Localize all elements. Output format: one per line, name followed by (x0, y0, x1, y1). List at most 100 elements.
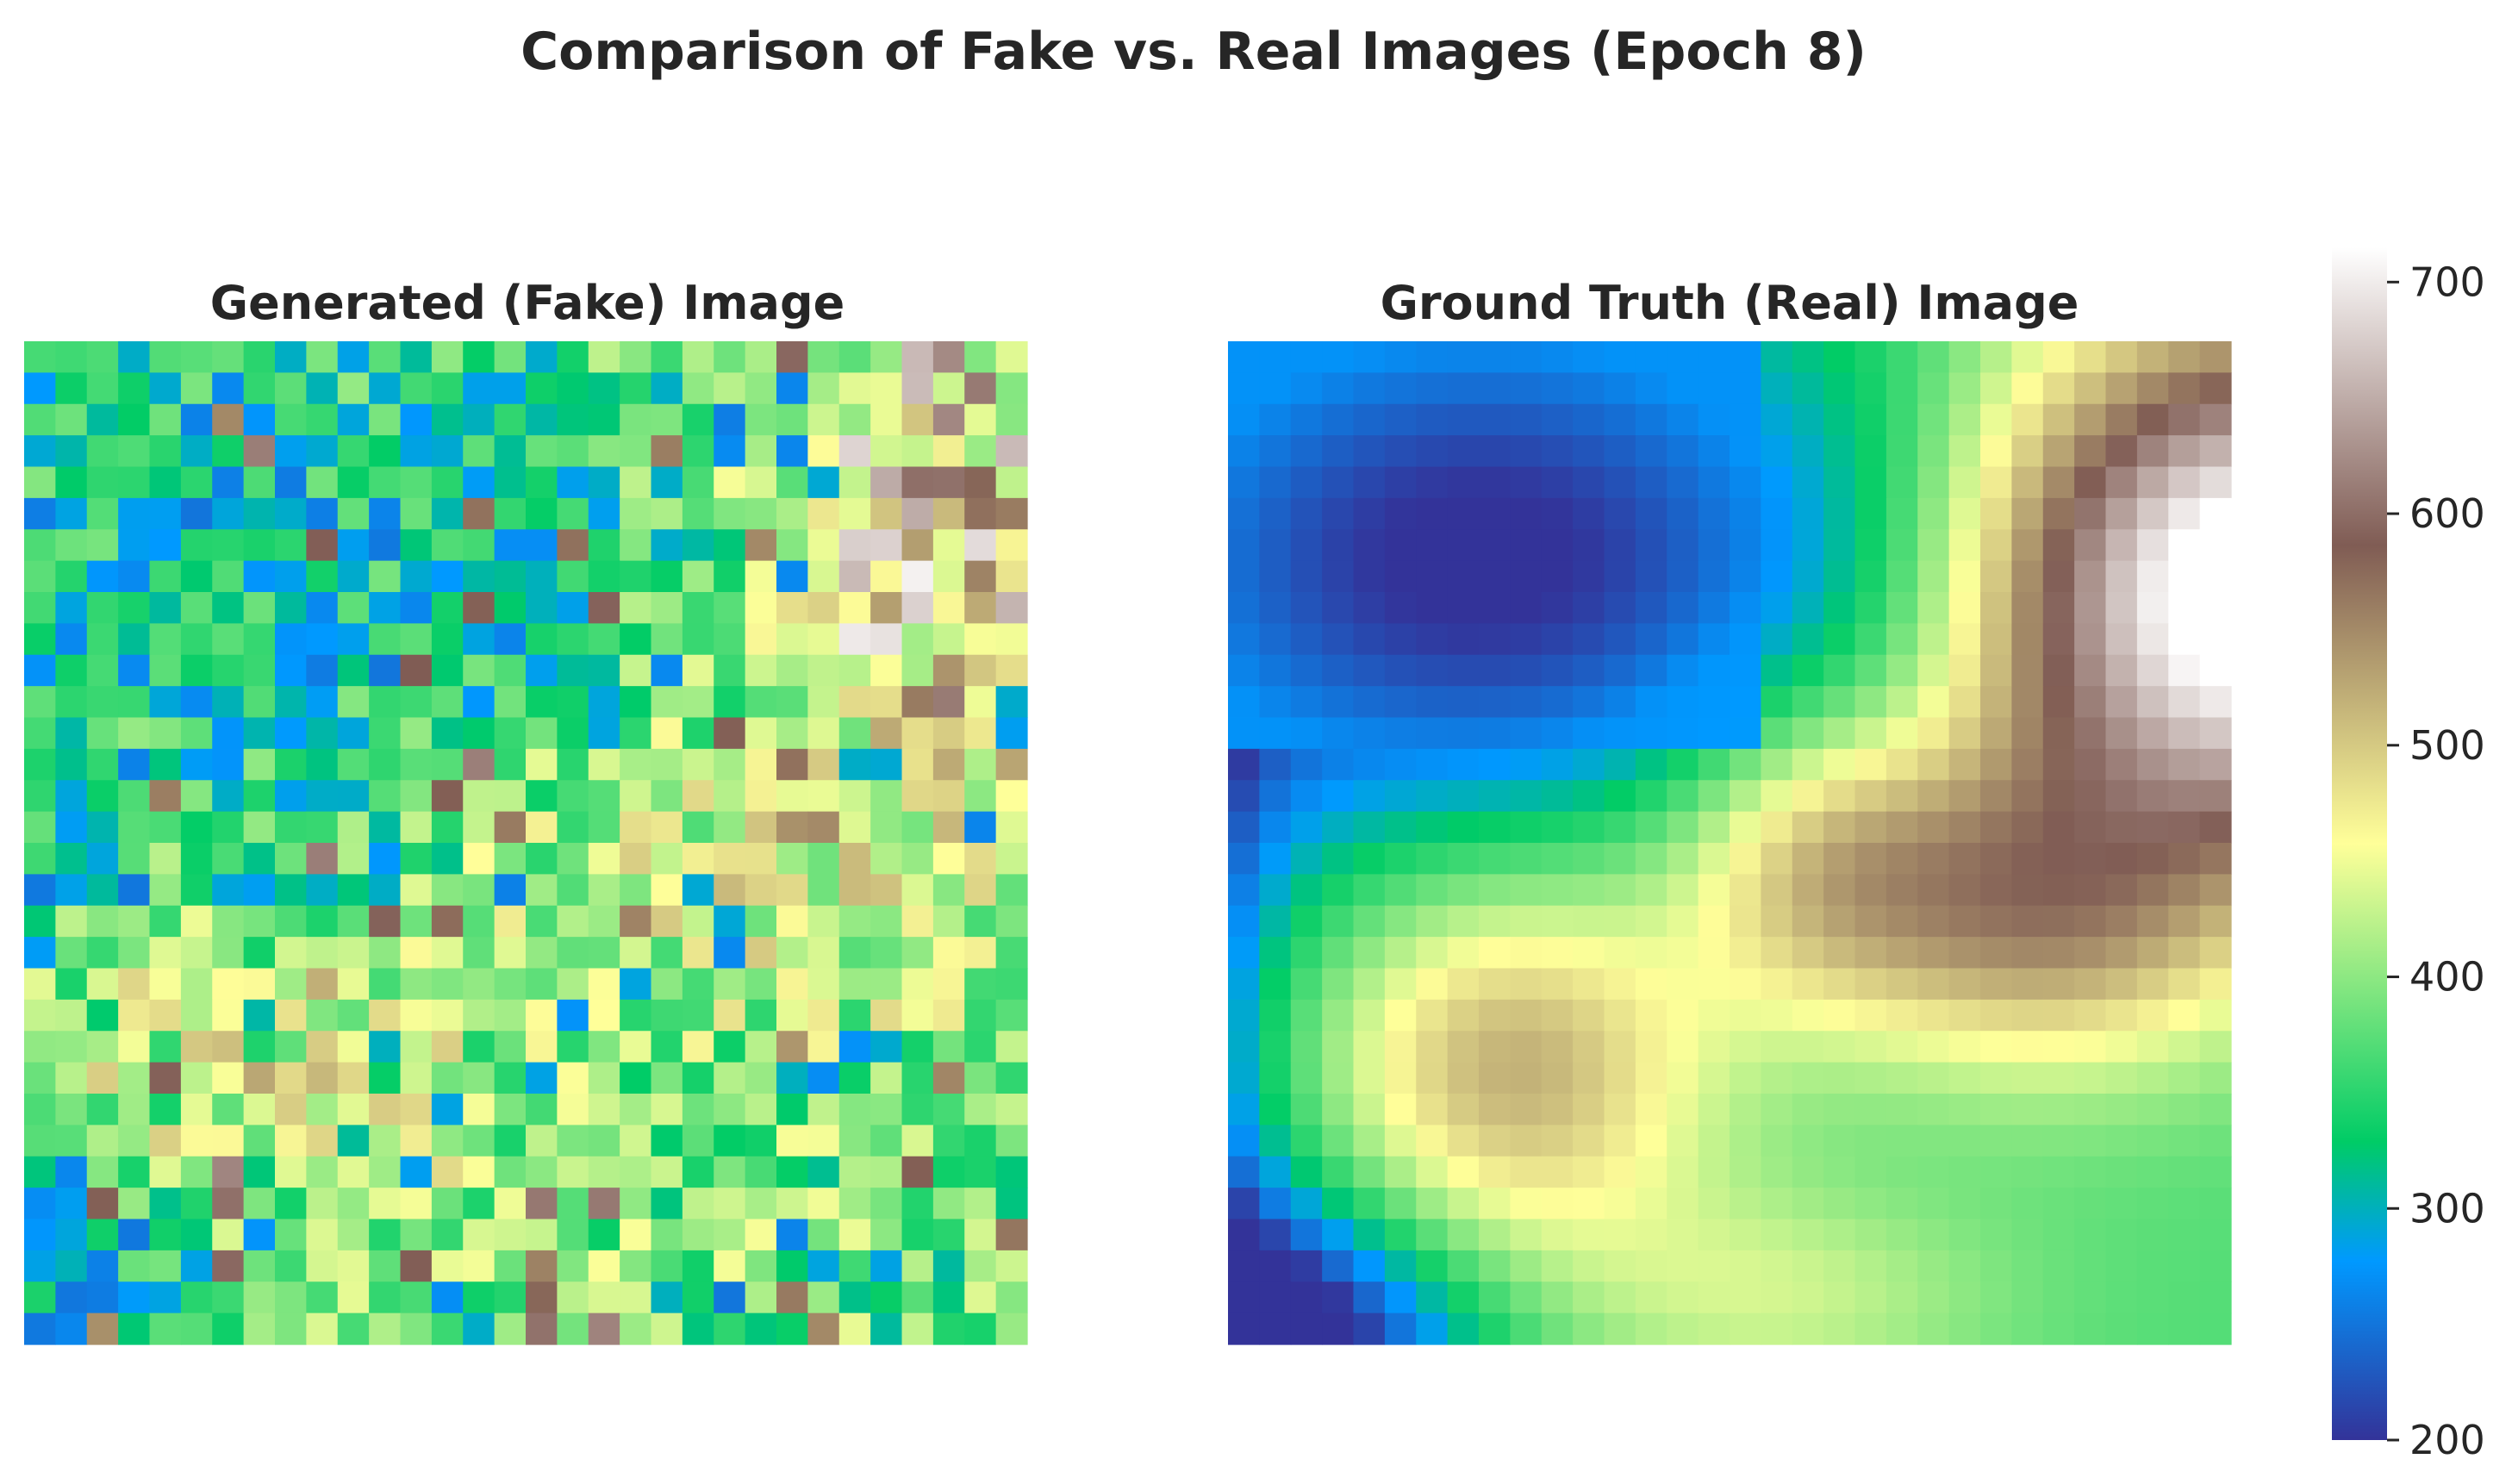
fake-heatmap-cell (86, 654, 119, 687)
real-heatmap-cell (1854, 1219, 1887, 1251)
real-heatmap-cell (2136, 686, 2169, 719)
real-heatmap-cell (1416, 654, 1449, 687)
fake-heatmap-cell (55, 654, 88, 687)
fake-heatmap-cell (55, 1062, 88, 1094)
real-heatmap-cell (1698, 748, 1730, 781)
real-heatmap-cell (1635, 497, 1667, 530)
real-heatmap-cell (1854, 654, 1887, 687)
fake-heatmap-cell (275, 1250, 307, 1282)
real-heatmap-cell (1917, 623, 1950, 656)
real-heatmap-cell (1384, 623, 1417, 656)
fake-heatmap-cell (86, 968, 119, 1001)
real-heatmap-cell (1667, 1031, 1699, 1063)
fake-heatmap-cell (400, 403, 433, 436)
real-heatmap-cell (1510, 1156, 1543, 1188)
fake-heatmap-cell (776, 592, 808, 624)
fake-heatmap-cell (369, 560, 402, 593)
real-heatmap-cell (1259, 717, 1292, 750)
fake-heatmap-cell (400, 1062, 433, 1094)
real-heatmap-cell (1761, 654, 1793, 687)
fake-heatmap-cell (620, 529, 652, 562)
real-heatmap-cell (1886, 623, 1918, 656)
real-heatmap-cell (1667, 435, 1699, 468)
fake-heatmap-cell (745, 686, 777, 719)
real-heatmap-cell (2199, 497, 2232, 530)
real-heatmap-cell (1854, 623, 1887, 656)
fake-heatmap-cell (995, 1094, 1028, 1125)
fake-heatmap-cell (463, 1219, 496, 1251)
real-heatmap-cell (1948, 874, 1981, 907)
fake-heatmap-cell (776, 560, 808, 593)
real-heatmap-cell (1290, 874, 1323, 907)
real-heatmap-cell (1353, 560, 1386, 593)
real-heatmap-cell (1792, 341, 1824, 373)
real-heatmap-cell (2011, 1313, 2044, 1345)
real-heatmap-cell (1259, 905, 1292, 938)
fake-heatmap-cell (526, 686, 558, 719)
fake-heatmap-cell (24, 843, 56, 875)
fake-heatmap-cell (24, 403, 56, 436)
fake-heatmap-cell (369, 874, 402, 907)
fake-heatmap-cell (212, 1219, 245, 1251)
real-heatmap-cell (2199, 937, 2232, 970)
fake-heatmap-cell (651, 1219, 683, 1251)
real-heatmap-cell (1698, 1156, 1730, 1188)
fake-heatmap-cell (337, 403, 370, 436)
real-heatmap-cell (2199, 780, 2232, 813)
real-heatmap-cell (1667, 1125, 1699, 1157)
fake-heatmap-cell (901, 466, 934, 499)
real-heatmap-cell (2011, 874, 2044, 907)
fake-heatmap-cell (463, 968, 496, 1001)
real-heatmap-cell (1447, 1188, 1480, 1220)
real-heatmap-cell (2168, 1156, 2201, 1188)
fake-heatmap-cell (557, 843, 589, 875)
real-heatmap-cell (1479, 466, 1511, 499)
real-heatmap-cell (1667, 843, 1699, 875)
real-heatmap-cell (1698, 937, 1730, 970)
real-heatmap-cell (1761, 592, 1793, 624)
fake-heatmap-cell (86, 1156, 119, 1188)
real-heatmap-cell (1698, 654, 1730, 687)
real-heatmap-cell (1259, 623, 1292, 656)
real-heatmap-cell (1573, 905, 1605, 938)
fake-heatmap-cell (838, 403, 871, 436)
real-heatmap-cell (1228, 403, 1260, 436)
fake-heatmap-cell (369, 529, 402, 562)
real-heatmap-cell (1886, 341, 1918, 373)
real-heatmap-cell (1730, 1125, 1761, 1157)
fake-heatmap-cell (714, 811, 746, 844)
real-heatmap-cell (1980, 1250, 2012, 1282)
fake-heatmap-cell (180, 780, 213, 813)
real-heatmap-cell (2199, 1062, 2232, 1094)
fake-heatmap-cell (745, 1219, 777, 1251)
fake-heatmap-cell (118, 748, 151, 781)
real-heatmap-cell (1384, 905, 1417, 938)
fake-heatmap-cell (180, 1156, 213, 1188)
fake-heatmap-cell (557, 999, 589, 1032)
fake-heatmap-cell (55, 968, 88, 1001)
fake-heatmap-cell (118, 372, 151, 405)
real-heatmap-cell (1667, 686, 1699, 719)
real-heatmap-cell (1573, 560, 1605, 593)
fake-heatmap-cell (149, 497, 182, 530)
fake-heatmap-cell (588, 905, 620, 938)
fake-heatmap-cell (526, 1031, 558, 1063)
fake-heatmap-cell (870, 1156, 903, 1188)
real-heatmap-cell (1447, 686, 1480, 719)
real-heatmap-cell (1761, 623, 1793, 656)
fake-heatmap-cell (431, 372, 464, 405)
real-heatmap-cell (1259, 372, 1292, 405)
fake-heatmap-cell (431, 466, 464, 499)
real-heatmap-cell (1698, 1313, 1730, 1345)
fake-heatmap-cell (651, 435, 683, 468)
fake-heatmap-cell (431, 1094, 464, 1125)
fake-heatmap-cell (494, 937, 527, 970)
fake-heatmap-cell (337, 529, 370, 562)
fake-heatmap-cell (870, 560, 903, 593)
real-heatmap-cell (1792, 1062, 1824, 1094)
real-heatmap-cell (2199, 529, 2232, 562)
fake-heatmap-cell (463, 1188, 496, 1220)
fake-heatmap-cell (149, 560, 182, 593)
real-heatmap-cell (1886, 1281, 1918, 1314)
real-heatmap-cell (1573, 654, 1605, 687)
